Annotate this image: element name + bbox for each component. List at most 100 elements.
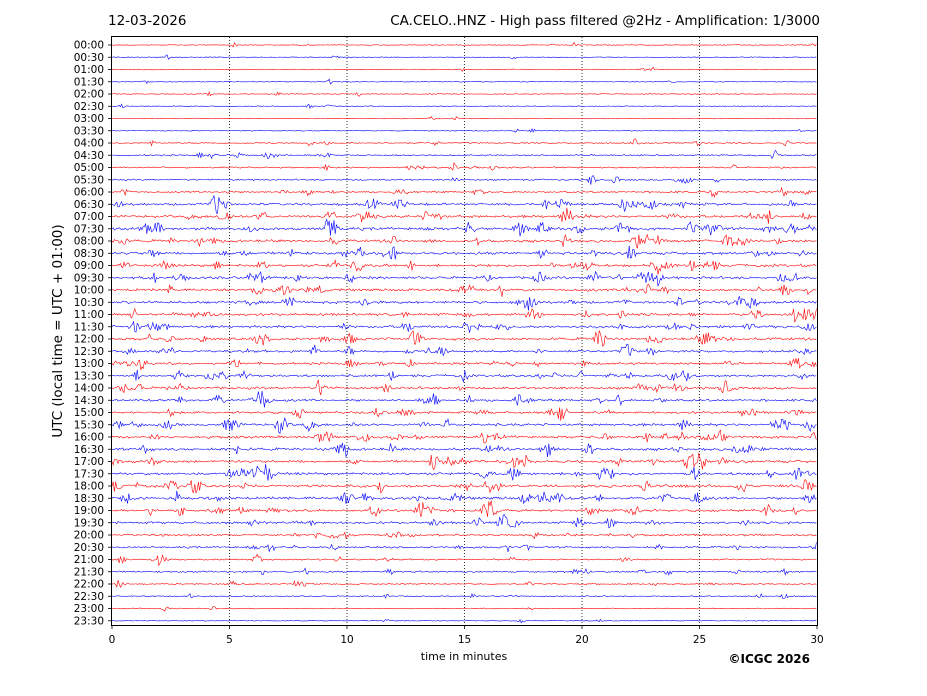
ytick-label-02:30: 02:30 <box>74 101 104 113</box>
trace-20:00 <box>111 531 817 540</box>
trace-07:30 <box>111 218 817 237</box>
trace-19:00 <box>111 500 817 518</box>
y-axis-label: UTC (local time = UTC + 01:00) <box>50 224 66 437</box>
ytick-label-20:00: 20:00 <box>74 530 104 542</box>
trace-10:30 <box>111 295 817 311</box>
trace-09:30 <box>111 270 817 288</box>
ytick-label-22:30: 22:30 <box>74 591 104 603</box>
trace-16:30 <box>111 442 817 458</box>
ytick-label-08:30: 08:30 <box>74 248 104 260</box>
xtick-label-15: 15 <box>458 634 471 646</box>
trace-23:00 <box>111 606 817 612</box>
trace-17:00 <box>111 452 817 471</box>
trace-18:30 <box>111 490 817 505</box>
chart-date: 12-03-2026 <box>108 13 186 29</box>
ytick-label-00:30: 00:30 <box>74 52 104 64</box>
trace-13:30 <box>111 369 817 383</box>
ytick-label-01:30: 01:30 <box>74 76 104 88</box>
trace-07:00 <box>111 207 817 224</box>
ytick-label-03:00: 03:00 <box>74 113 104 125</box>
trace-05:00 <box>111 162 817 171</box>
ytick-label-23:30: 23:30 <box>74 615 104 627</box>
trace-20:30 <box>111 542 817 553</box>
trace-14:00 <box>111 379 817 396</box>
xtick-label-5: 5 <box>226 634 233 646</box>
ytick-label-14:00: 14:00 <box>74 383 104 395</box>
trace-21:00 <box>111 553 817 567</box>
trace-08:00 <box>111 233 817 249</box>
trace-10:00 <box>111 283 817 297</box>
x-axis-label: time in minutes <box>421 650 508 663</box>
ytick-label-11:30: 11:30 <box>74 321 104 333</box>
trace-01:30 <box>111 78 817 85</box>
ytick-label-04:30: 04:30 <box>74 150 104 162</box>
trace-19:30 <box>111 514 817 529</box>
ytick-label-16:00: 16:00 <box>74 432 104 444</box>
trace-15:00 <box>111 407 817 421</box>
ytick-label-13:00: 13:00 <box>74 358 104 370</box>
xtick-label-30: 30 <box>810 634 823 646</box>
trace-13:00 <box>111 358 817 371</box>
trace-06:00 <box>111 186 817 199</box>
ytick-label-12:30: 12:30 <box>74 346 104 358</box>
xtick-label-0: 0 <box>109 634 116 646</box>
trace-11:30 <box>111 321 817 333</box>
ytick-label-02:00: 02:00 <box>74 89 104 101</box>
trace-05:30 <box>111 174 817 185</box>
ytick-label-10:30: 10:30 <box>74 297 104 309</box>
x-axis-ticks: 0 5 10 15 20 25 30 <box>109 625 824 646</box>
trace-03:30 <box>111 128 817 133</box>
ytick-label-12:00: 12:00 <box>74 334 104 346</box>
trace-03:00 <box>111 116 817 121</box>
ytick-label-09:00: 09:00 <box>74 260 104 272</box>
chart-title: CA.CELO..HNZ - High pass filtered @2Hz -… <box>390 13 820 29</box>
ytick-label-13:30: 13:30 <box>74 370 104 382</box>
y-axis-ticks: 00:0000:3001:0001:3002:0002:3003:0003:30… <box>74 40 112 627</box>
trace-16:00 <box>111 429 817 444</box>
trace-06:30 <box>111 195 817 214</box>
ytick-label-15:30: 15:30 <box>74 419 104 431</box>
ytick-label-10:00: 10:00 <box>74 285 104 297</box>
trace-23:30 <box>111 618 817 624</box>
trace-22:00 <box>111 579 817 588</box>
xtick-label-20: 20 <box>575 634 588 646</box>
ytick-label-06:00: 06:00 <box>74 187 104 199</box>
trace-18:00 <box>111 479 817 495</box>
ytick-label-04:00: 04:00 <box>74 138 104 150</box>
ytick-label-18:00: 18:00 <box>74 481 104 493</box>
ytick-label-22:00: 22:00 <box>74 579 104 591</box>
xtick-label-25: 25 <box>693 634 706 646</box>
xtick-label-10: 10 <box>340 634 353 646</box>
ytick-label-14:30: 14:30 <box>74 395 104 407</box>
trace-12:00 <box>111 330 817 348</box>
ytick-label-00:00: 00:00 <box>74 40 104 52</box>
ytick-label-18:30: 18:30 <box>74 493 104 505</box>
trace-02:30 <box>111 103 817 109</box>
ytick-label-19:00: 19:00 <box>74 505 104 517</box>
ytick-label-05:00: 05:00 <box>74 162 104 174</box>
ytick-label-21:00: 21:00 <box>74 554 104 566</box>
plot-frame <box>111 36 818 626</box>
trace-08:30 <box>111 245 817 260</box>
ytick-label-07:30: 07:30 <box>74 223 104 235</box>
trace-21:30 <box>111 567 817 576</box>
ytick-label-17:30: 17:30 <box>74 468 104 480</box>
trace-15:30 <box>111 417 817 435</box>
ytick-label-21:30: 21:30 <box>74 566 104 578</box>
trace-00:00 <box>111 41 817 48</box>
ytick-label-20:30: 20:30 <box>74 542 104 554</box>
ytick-label-09:30: 09:30 <box>74 272 104 284</box>
ytick-label-11:00: 11:00 <box>74 309 104 321</box>
trace-04:00 <box>111 138 817 147</box>
ytick-label-19:30: 19:30 <box>74 517 104 529</box>
trace-09:00 <box>111 259 817 275</box>
ytick-label-17:00: 17:00 <box>74 456 104 468</box>
ytick-label-05:30: 05:30 <box>74 174 104 186</box>
trace-02:00 <box>111 90 817 97</box>
ytick-label-06:30: 06:30 <box>74 199 104 211</box>
trace-12:30 <box>111 344 817 357</box>
ytick-label-07:00: 07:00 <box>74 211 104 223</box>
copyright-label: ©ICGC 2026 <box>728 652 810 666</box>
trace-00:30 <box>111 54 817 60</box>
